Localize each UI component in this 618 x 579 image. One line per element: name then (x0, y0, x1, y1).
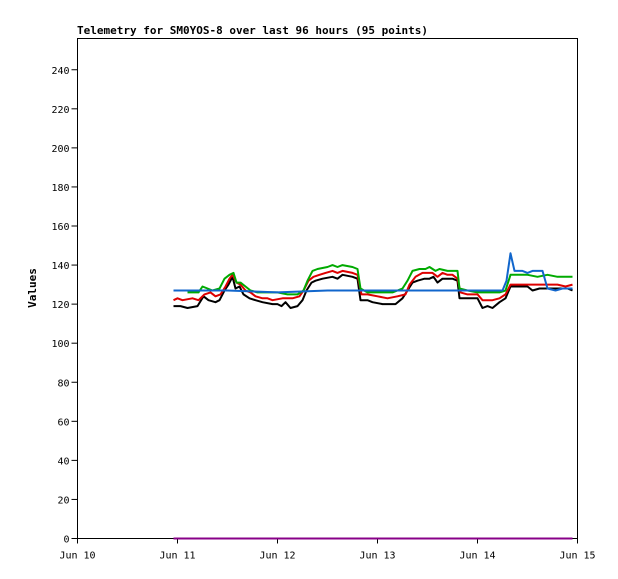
series-line-2 (173, 269, 573, 302)
x-tick-label: Jun 14 (459, 551, 495, 562)
y-tick-label: 100 (51, 339, 69, 350)
y-tick-label: 220 (51, 105, 69, 116)
plot-area (173, 252, 573, 540)
y-tick-label: 40 (57, 456, 69, 467)
x-tick-label: Jun 13 (359, 551, 395, 562)
series-line-4 (173, 252, 573, 294)
y-tick-label: 180 (51, 183, 69, 194)
y-tick-label: 60 (57, 417, 69, 428)
y-tick-label: 240 (51, 66, 69, 77)
y-tick-label: 160 (51, 222, 69, 233)
y-tick-label: 0 (63, 535, 69, 546)
series-line-1 (173, 273, 573, 309)
y-tick-label: 120 (51, 300, 69, 311)
y-tick-label: 20 (57, 495, 69, 506)
x-tick-label: Jun 12 (259, 551, 295, 562)
y-tick-label: 80 (57, 378, 69, 389)
y-tick-label: 140 (51, 261, 69, 272)
series-line-3 (187, 264, 573, 296)
x-tick-label: Jun 15 (559, 551, 595, 562)
x-tick-label: Jun 10 (59, 551, 95, 562)
y-axis-label: Values (26, 268, 39, 308)
y-axis: 0 20 40 60 80 100 120 140 160 180 200 220 240 (51, 66, 78, 546)
y-tick-label: 200 (51, 144, 69, 155)
x-tick-label: Jun 11 (159, 551, 195, 562)
x-axis: Jun 10 Jun 11 Jun 12 Jun 13 Jun 14 Jun 15 (59, 538, 596, 562)
chart-title: Telemetry for SM0YOS-8 over last 96 hour… (77, 24, 428, 37)
